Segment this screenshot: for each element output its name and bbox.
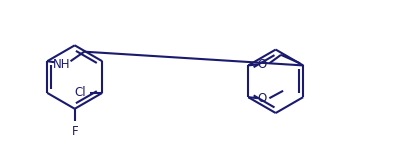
Text: Cl: Cl bbox=[75, 86, 86, 99]
Text: O: O bbox=[258, 92, 267, 105]
Text: O: O bbox=[258, 58, 267, 71]
Text: F: F bbox=[71, 125, 78, 138]
Text: NH: NH bbox=[53, 58, 71, 71]
